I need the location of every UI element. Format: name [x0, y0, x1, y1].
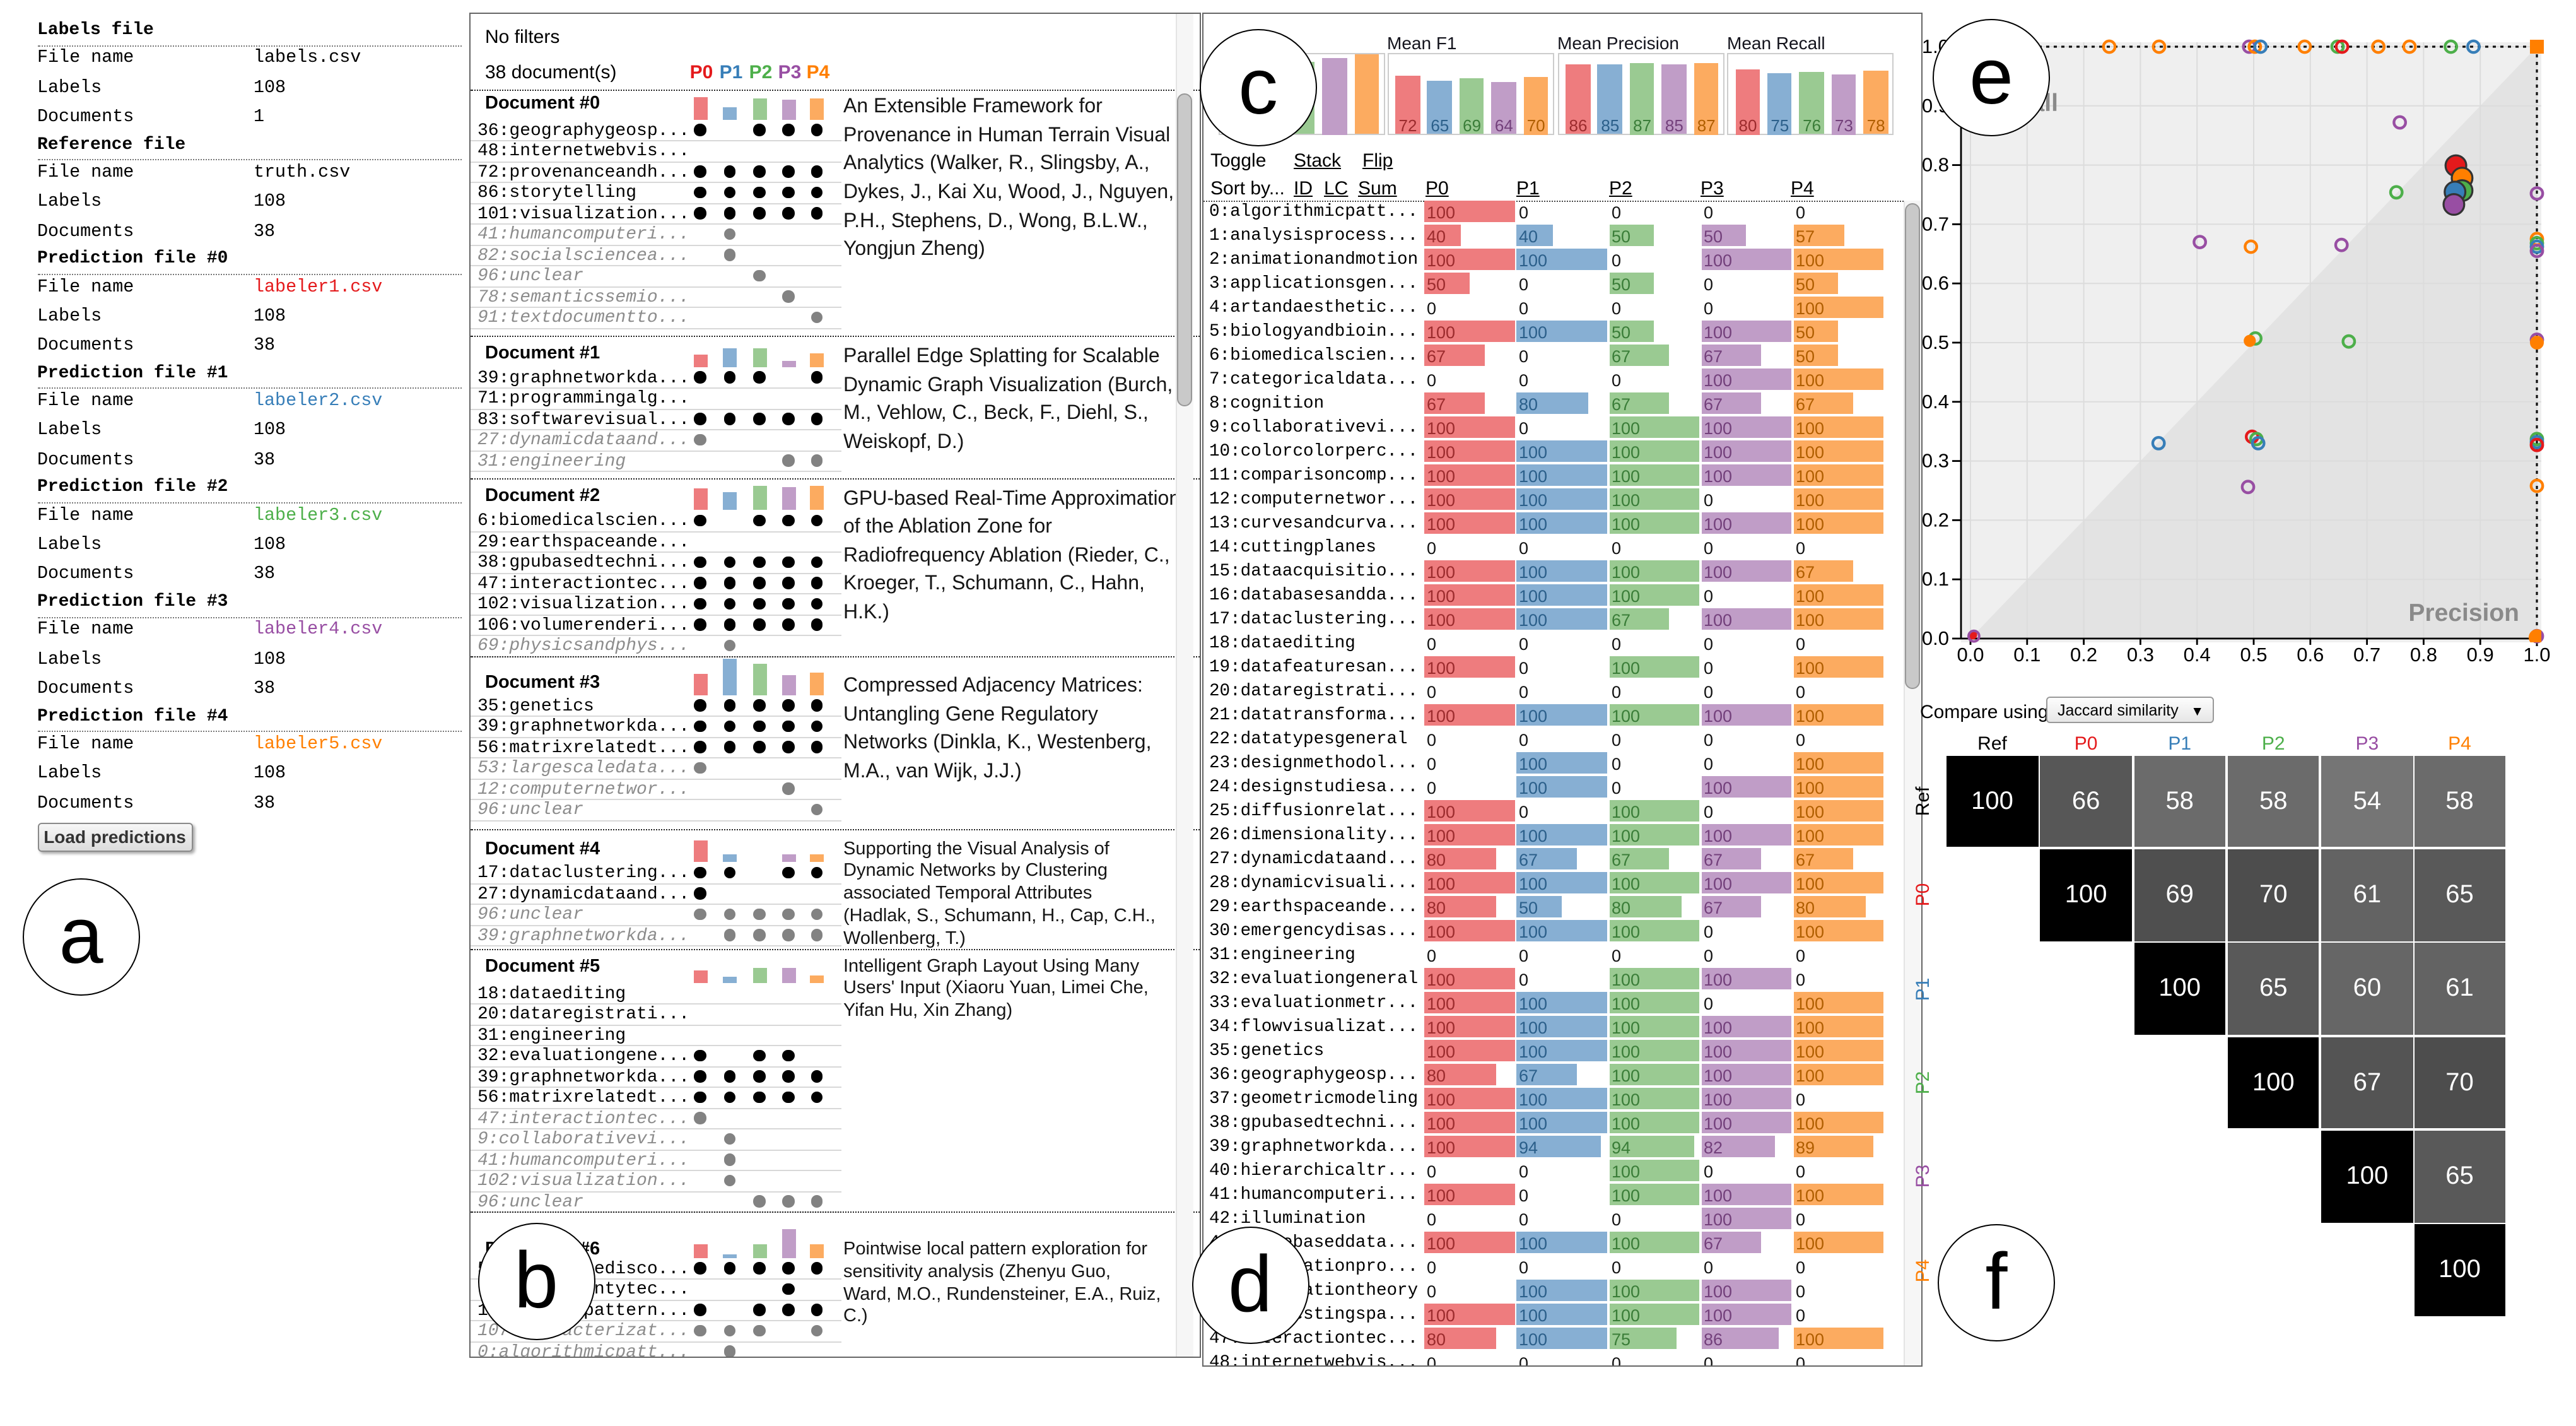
- svg-text:0.6: 0.6: [2297, 644, 2324, 666]
- svg-text:0.4: 0.4: [2184, 644, 2211, 666]
- svg-text:0.1: 0.1: [2013, 644, 2040, 666]
- svg-text:0.0: 0.0: [1922, 627, 1949, 649]
- svg-text:0.1: 0.1: [1922, 568, 1949, 590]
- svg-text:0.8: 0.8: [2410, 644, 2437, 666]
- svg-text:Precision: Precision: [2408, 599, 2519, 627]
- svg-text:0.2: 0.2: [2070, 644, 2097, 666]
- svg-text:0.9: 0.9: [2467, 644, 2494, 666]
- svg-text:0.4: 0.4: [1922, 391, 1949, 413]
- svg-text:0.8: 0.8: [1922, 154, 1949, 176]
- svg-text:0.2: 0.2: [1922, 509, 1949, 531]
- svg-text:0.0: 0.0: [1957, 644, 1984, 666]
- svg-text:0.6: 0.6: [1922, 272, 1949, 294]
- svg-text:0.3: 0.3: [2127, 644, 2154, 666]
- svg-text:0.7: 0.7: [2353, 644, 2380, 666]
- svg-text:0.7: 0.7: [1922, 213, 1949, 235]
- svg-text:1.0: 1.0: [2523, 644, 2550, 666]
- svg-text:0.5: 0.5: [1922, 331, 1949, 353]
- svg-text:0.5: 0.5: [2240, 644, 2267, 666]
- svg-text:0.3: 0.3: [1922, 450, 1949, 472]
